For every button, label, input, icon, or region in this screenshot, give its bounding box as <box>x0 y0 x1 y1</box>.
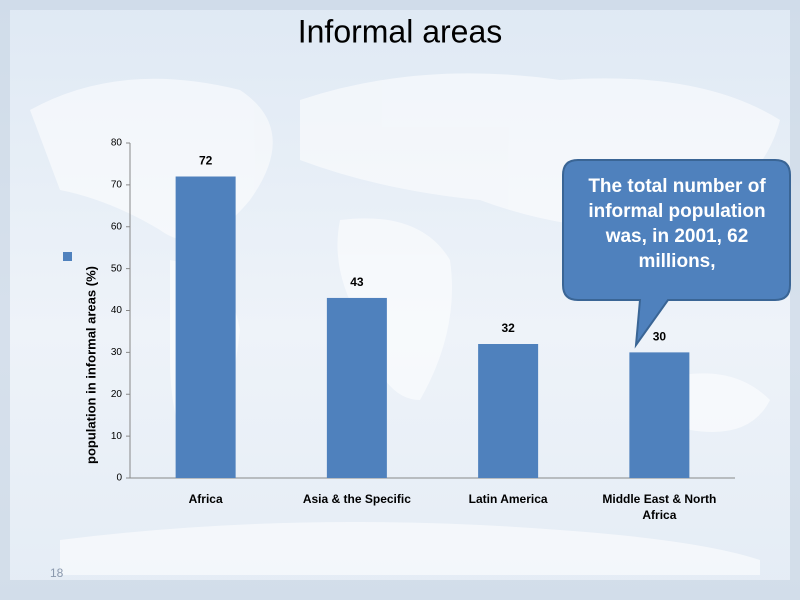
y-tick-label: 0 <box>116 473 122 484</box>
x-tick-label: Latin America <box>468 492 548 506</box>
y-tick-label: 70 <box>111 180 123 191</box>
x-tick-label: Asia & the Specific <box>302 492 411 506</box>
legend-swatch <box>63 252 72 261</box>
y-tick-label: 60 <box>111 221 123 232</box>
y-tick-label: 40 <box>111 305 123 316</box>
y-tick-label: 20 <box>111 389 123 400</box>
chart-title: Informal areas <box>298 13 503 49</box>
slide-number: 18 <box>50 566 64 580</box>
bar <box>478 344 539 478</box>
y-axis-label: population in informal areas (%) <box>83 266 98 464</box>
data-label: 72 <box>199 154 213 168</box>
x-tick-label: Middle East & North Africa <box>602 492 717 522</box>
y-tick-label: 80 <box>111 138 123 149</box>
data-label: 32 <box>501 321 515 335</box>
data-label: 43 <box>350 275 364 289</box>
bar <box>326 297 387 478</box>
bar <box>629 352 690 478</box>
callout-bubble <box>562 159 791 349</box>
callout-text: The total number of informal population … <box>588 176 766 272</box>
y-tick-label: 30 <box>111 347 123 358</box>
bar <box>175 176 236 478</box>
data-label: 30 <box>653 330 667 344</box>
x-tick-label: Africa <box>188 492 223 506</box>
y-tick-label: 10 <box>111 431 123 442</box>
y-tick-label: 50 <box>111 263 123 274</box>
